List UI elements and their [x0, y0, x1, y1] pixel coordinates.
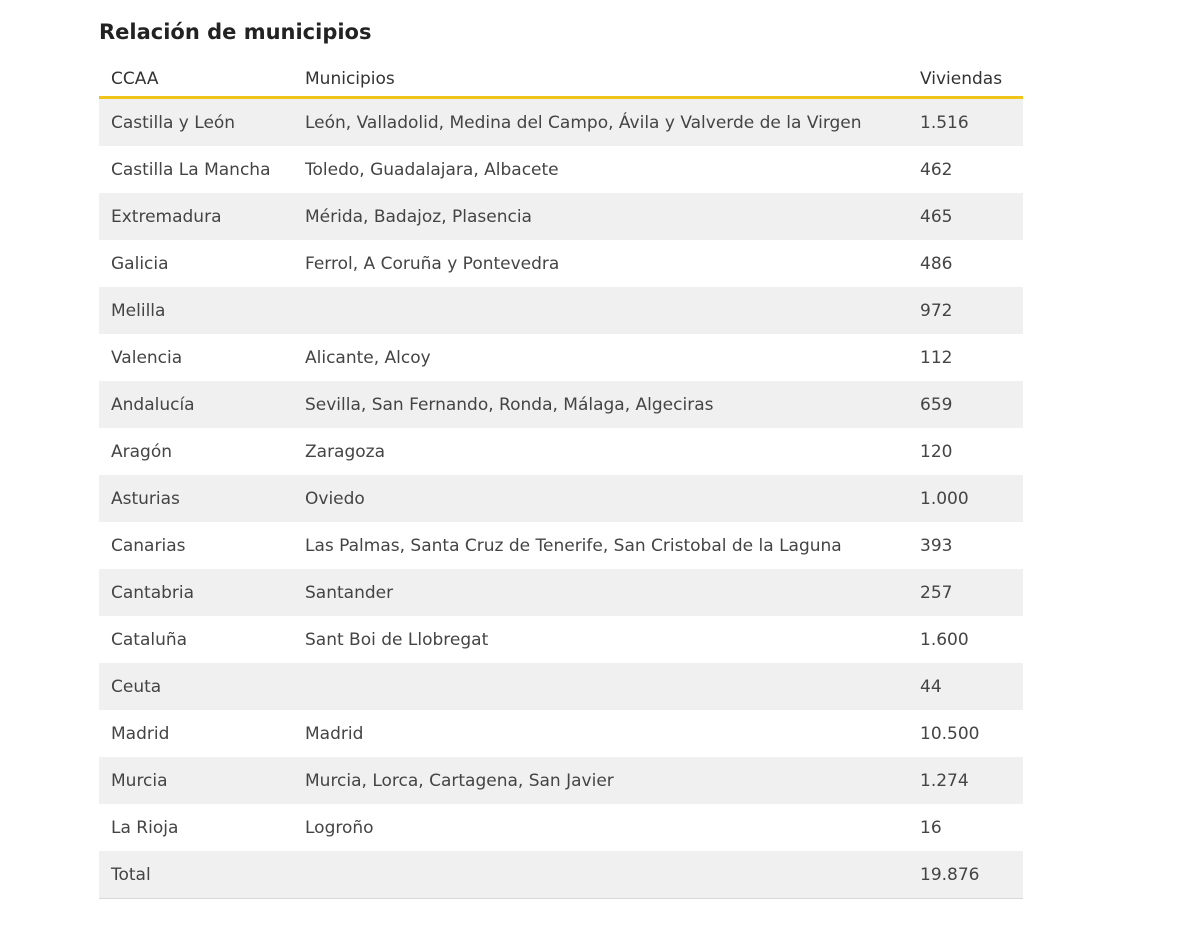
cell-municipios [293, 287, 908, 334]
cell-ccaa: Asturias [99, 475, 293, 522]
cell-ccaa: Madrid [99, 710, 293, 757]
table-row: Melilla 972 [99, 287, 1023, 334]
cell-viviendas: 16 [908, 804, 1023, 851]
cell-viviendas: 486 [908, 240, 1023, 287]
cell-viviendas: 972 [908, 287, 1023, 334]
cell-viviendas: 1.000 [908, 475, 1023, 522]
cell-municipios: Sant Boi de Llobregat [293, 616, 908, 663]
cell-viviendas: 1.516 [908, 97, 1023, 146]
table-row: Andalucía Sevilla, San Fernando, Ronda, M… [99, 381, 1023, 428]
page-title: Relación de municipios [99, 20, 372, 44]
cell-municipios: Madrid [293, 710, 908, 757]
cell-viviendas: 44 [908, 663, 1023, 710]
table-row: Madrid Madrid 10.500 [99, 710, 1023, 757]
table-row-total: Total 19.876 [99, 851, 1023, 899]
table-container: Relación de municipios CCAA Municipios V… [99, 14, 1023, 899]
table-row: Ceuta 44 [99, 663, 1023, 710]
cell-ccaa: Ceuta [99, 663, 293, 710]
cell-viviendas: 1.600 [908, 616, 1023, 663]
header-viviendas: Viviendas [908, 62, 1023, 99]
cell-municipios: Logroño [293, 804, 908, 851]
table-row: Asturias Oviedo 1.000 [99, 475, 1023, 522]
table-row: La Rioja Logroño 16 [99, 804, 1023, 851]
cell-municipios: Ferrol, A Coruña y Pontevedra [293, 240, 908, 287]
table-row: Canarias Las Palmas, Santa Cruz de Teneri… [99, 522, 1023, 569]
table-row: Galicia Ferrol, A Coruña y Pontevedra 486 [99, 240, 1023, 287]
cell-municipios: Alicante, Alcoy [293, 334, 908, 381]
cell-municipios: Sevilla, San Fernando, Ronda, Málaga, Al… [293, 381, 908, 428]
table-row: Castilla y León León, Valladolid, Medina … [99, 97, 1023, 146]
table-row: Valencia Alicante, Alcoy 112 [99, 334, 1023, 381]
cell-ccaa: Valencia [99, 334, 293, 381]
cell-viviendas: 393 [908, 522, 1023, 569]
cell-viviendas: 257 [908, 569, 1023, 616]
cell-ccaa: Cantabria [99, 569, 293, 616]
table-row: Extremadura Mérida, Badajoz, Plasencia 465 [99, 193, 1023, 240]
table-body: Castilla y León León, Valladolid, Medina … [99, 97, 1023, 899]
cell-viviendas: 19.876 [908, 851, 1023, 899]
table-row: Castilla La Mancha Toledo, Guadalajara, A… [99, 146, 1023, 193]
cell-ccaa: Andalucía [99, 381, 293, 428]
cell-municipios: Mérida, Badajoz, Plasencia [293, 193, 908, 240]
cell-ccaa: La Rioja [99, 804, 293, 851]
cell-municipios: Santander [293, 569, 908, 616]
cell-ccaa: Galicia [99, 240, 293, 287]
cell-viviendas: 462 [908, 146, 1023, 193]
cell-municipios [293, 851, 908, 899]
cell-municipios: León, Valladolid, Medina del Campo, Ávil… [293, 97, 908, 146]
municipios-table: CCAA Municipios Viviendas Castilla y Leó… [99, 62, 1023, 899]
cell-ccaa: Cataluña [99, 616, 293, 663]
cell-viviendas: 10.500 [908, 710, 1023, 757]
table-row: Murcia Murcia, Lorca, Cartagena, San Javi… [99, 757, 1023, 804]
cell-viviendas: 1.274 [908, 757, 1023, 804]
cell-viviendas: 112 [908, 334, 1023, 381]
cell-ccaa: Extremadura [99, 193, 293, 240]
cell-ccaa: Castilla y León [99, 97, 293, 146]
cell-municipios: Zaragoza [293, 428, 908, 475]
table-header-row: CCAA Municipios Viviendas [99, 62, 1023, 99]
cell-ccaa: Melilla [99, 287, 293, 334]
cell-municipios: Oviedo [293, 475, 908, 522]
table-row: Cantabria Santander 257 [99, 569, 1023, 616]
cell-ccaa: Canarias [99, 522, 293, 569]
cell-viviendas: 659 [908, 381, 1023, 428]
header-municipios: Municipios [293, 62, 908, 99]
cell-municipios: Las Palmas, Santa Cruz de Tenerife, San … [293, 522, 908, 569]
header-ccaa: CCAA [99, 62, 293, 99]
cell-municipios: Toledo, Guadalajara, Albacete [293, 146, 908, 193]
cell-municipios [293, 663, 908, 710]
cell-ccaa: Murcia [99, 757, 293, 804]
cell-ccaa: Castilla La Mancha [99, 146, 293, 193]
cell-viviendas: 120 [908, 428, 1023, 475]
cell-viviendas: 465 [908, 193, 1023, 240]
cell-ccaa: Total [99, 851, 293, 899]
table-row: Aragón Zaragoza 120 [99, 428, 1023, 475]
table-row: Cataluña Sant Boi de Llobregat 1.600 [99, 616, 1023, 663]
cell-ccaa: Aragón [99, 428, 293, 475]
cell-municipios: Murcia, Lorca, Cartagena, San Javier [293, 757, 908, 804]
